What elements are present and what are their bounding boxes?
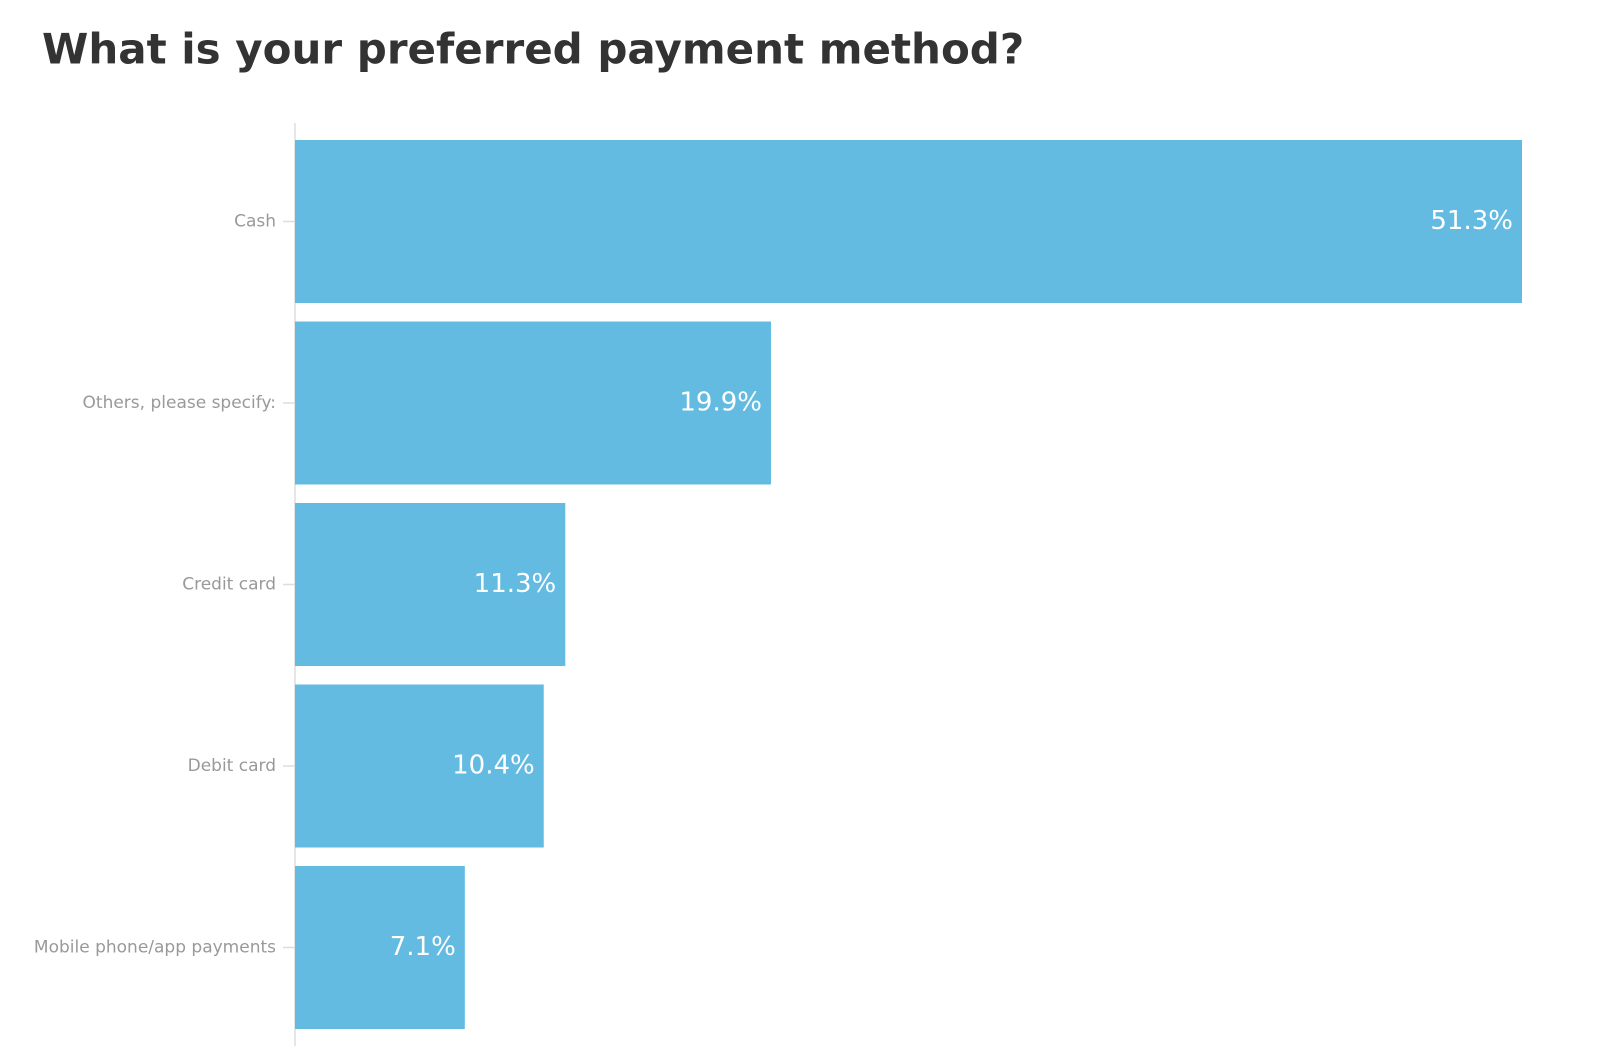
value-label: 7.1% [390, 932, 456, 962]
bar [295, 321, 771, 485]
value-label: 10.4% [452, 751, 535, 781]
y-tick-label: Debit card [188, 756, 276, 776]
chart-title: What is your preferred payment method? [42, 25, 1024, 74]
y-tick-label: Others, please specify: [83, 393, 276, 413]
bar [295, 684, 544, 848]
y-tick-label: Mobile phone/app payments [34, 938, 276, 958]
value-label: 19.9% [679, 388, 762, 418]
value-label: 11.3% [474, 569, 557, 599]
bar [295, 503, 566, 666]
value-label: 51.3% [1430, 206, 1513, 236]
bar [295, 140, 1522, 303]
y-tick-label: Credit card [182, 575, 276, 595]
y-tick-label: Cash [234, 212, 276, 232]
bar [295, 866, 465, 1029]
